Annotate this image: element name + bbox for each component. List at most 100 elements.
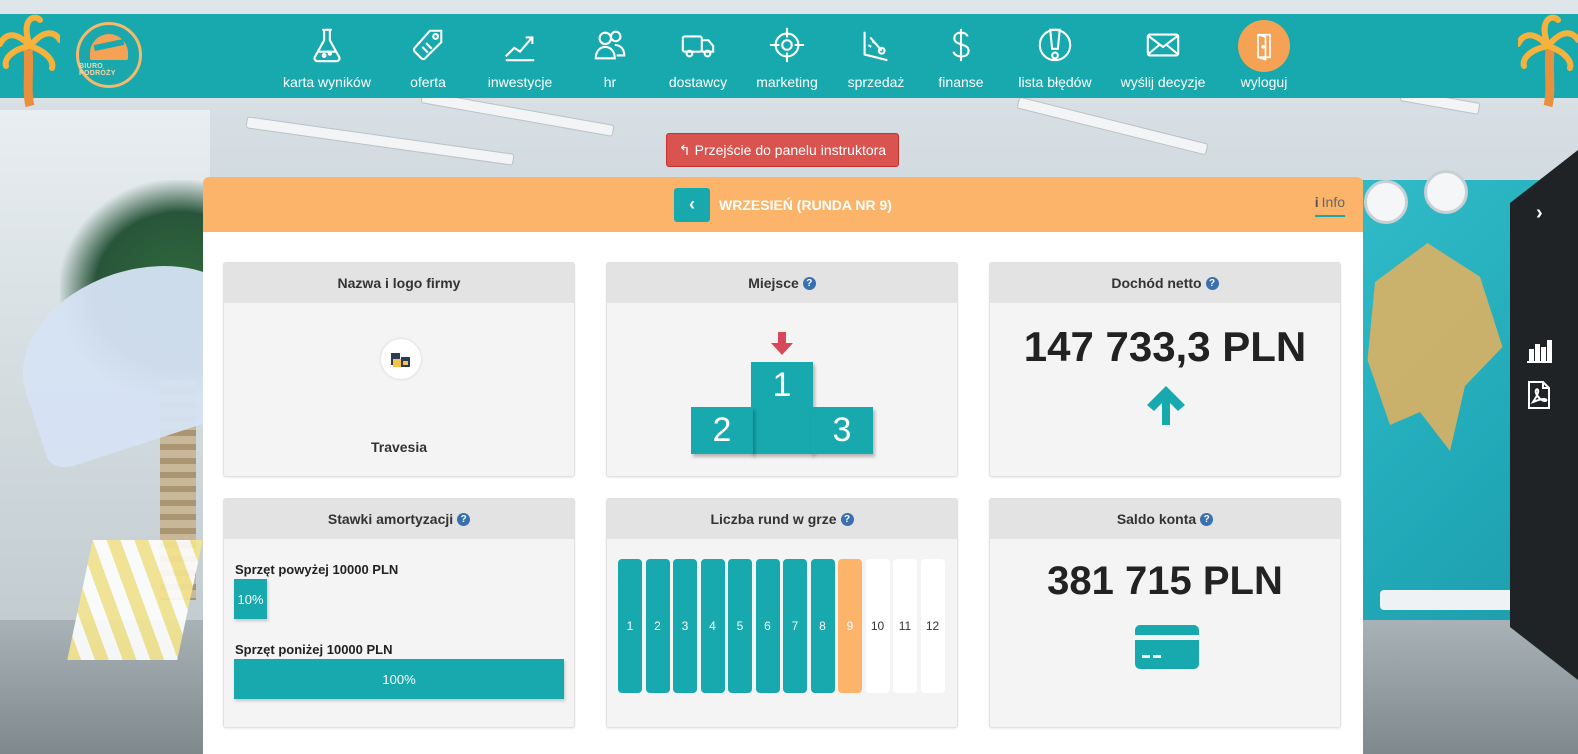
help-icon[interactable]: ? — [840, 512, 854, 526]
envelope-icon — [1146, 33, 1180, 57]
round-cell-7: 7 — [783, 559, 807, 693]
round-cell-2: 2 — [645, 559, 670, 693]
nav-item-oferta[interactable]: oferta — [382, 14, 474, 98]
depreciation-value: 10% — [237, 591, 264, 607]
nav-item-karta-wynikow[interactable]: karta wyników — [272, 14, 382, 98]
palm-tree-icon — [1518, 14, 1578, 108]
nav-item-hr[interactable]: hr — [566, 14, 654, 98]
podium-second-place: 2 — [691, 407, 753, 454]
card-title-text: Dochód netto — [1111, 275, 1202, 291]
round-cell-12: 12 — [920, 559, 945, 693]
instructor-panel-label: Przejście do panelu instruktora — [694, 142, 887, 158]
net-income-card: Dochód netto? 147 733,3 PLN — [989, 262, 1341, 477]
round-cell-4: 4 — [700, 559, 725, 693]
warning-icon — [1038, 28, 1072, 62]
bar-chart-icon[interactable] — [1524, 335, 1554, 365]
balance-card: Saldo konta? 381 715 PLN — [989, 498, 1341, 728]
credit-card-icon — [1135, 625, 1199, 669]
nav-label: wyloguj — [1240, 74, 1288, 90]
background-lamp — [1016, 96, 1209, 156]
background-lamp — [420, 91, 615, 137]
nav-item-finanse[interactable]: finanse — [920, 14, 1002, 98]
company-logo-icon — [391, 353, 410, 367]
instructor-panel-button[interactable]: ↰ Przejście do panelu instruktora — [666, 133, 899, 167]
nav-label: oferta — [410, 74, 446, 90]
help-icon[interactable]: ? — [457, 512, 471, 526]
truck-icon — [681, 35, 715, 58]
arrow-up-icon — [1147, 386, 1185, 425]
logout-icon-badge — [1238, 20, 1290, 72]
podium-third-place: 3 — [811, 407, 873, 454]
podium-label: 1 — [772, 366, 792, 404]
nav-label: wyślij decyzje — [1120, 74, 1206, 90]
card-title-text: Stawki amortyzacji — [327, 511, 454, 527]
logout-door-icon — [1257, 33, 1271, 61]
main-nav: karta wyników oferta inwestycje hr dosta… — [272, 14, 1310, 98]
background-clock — [1364, 180, 1408, 224]
top-navigation-bar: BIURO PODRÓŻY karta wyników oferta inwes… — [0, 14, 1578, 98]
card-title: Nazwa i logo firmy — [224, 263, 574, 303]
podium-label: 2 — [712, 411, 732, 449]
nav-item-wyslij-decyzje[interactable]: wyślij decyzje — [1108, 14, 1218, 98]
palm-tree-icon — [0, 14, 60, 108]
podium-label: 3 — [832, 411, 852, 449]
nav-item-dostawcy[interactable]: dostawcy — [654, 14, 742, 98]
depreciation-value: 100% — [382, 671, 416, 687]
card-title-text: Nazwa i logo firmy — [337, 275, 461, 291]
background-clock — [1424, 170, 1468, 214]
nav-item-lista-bledow[interactable]: lista błędów — [1002, 14, 1108, 98]
place-card: Miejsce? 1 2 3 — [606, 262, 958, 477]
card-title: Dochód netto? — [990, 263, 1340, 303]
card-title-text: Saldo konta — [1116, 511, 1197, 527]
help-icon[interactable]: ? — [1200, 512, 1214, 526]
nav-label: dostawcy — [668, 74, 728, 90]
nav-item-wyloguj[interactable]: wyloguj — [1218, 14, 1310, 98]
nav-item-sprzedaz[interactable]: sprzedaż — [832, 14, 920, 98]
round-cell-10: 10 — [865, 559, 890, 693]
balance-value: 381 715 PLN — [1047, 559, 1283, 603]
card-title-text: Miejsce — [748, 275, 799, 291]
nav-item-inwestycje[interactable]: inwestycje — [474, 14, 566, 98]
nav-label: sprzedaż — [847, 74, 905, 90]
nav-item-marketing[interactable]: marketing — [742, 14, 832, 98]
info-icon: i — [1314, 194, 1319, 210]
round-header: ‹ WRZESIEŃ (RUNDA NR 9) i Info — [203, 177, 1363, 232]
logo-text: BIURO PODRÓŻY — [79, 62, 116, 77]
nav-label: lista błędów — [1018, 74, 1092, 90]
company-card: Nazwa i logo firmy Travesia — [223, 262, 575, 477]
gauge-icon — [863, 31, 888, 62]
round-cell-11: 11 — [893, 559, 917, 693]
logo-sun-icon — [90, 33, 128, 60]
info-label: Info — [1321, 194, 1345, 210]
depreciation-row-label: Sprzęt powyżej 10000 PLN — [235, 562, 399, 577]
expand-panel-chevron-icon[interactable]: › — [1536, 202, 1543, 224]
depreciation-bar: 10% — [234, 579, 267, 619]
reply-arrow-icon: ↰ — [678, 141, 691, 158]
help-icon[interactable]: ? — [1205, 276, 1219, 290]
arrow-down-icon — [771, 332, 793, 355]
info-link[interactable]: i Info — [1314, 194, 1345, 217]
card-title: Liczba rund w grze? — [607, 499, 957, 539]
card-title: Stawki amortyzacji? — [224, 499, 574, 539]
previous-round-button[interactable]: ‹ — [674, 187, 711, 222]
depreciation-bar: 100% — [234, 659, 564, 699]
right-side-panel: › — [1510, 150, 1578, 680]
company-name: Travesia — [370, 439, 428, 455]
nav-label: inwestycje — [487, 74, 553, 90]
round-cell-3: 3 — [673, 559, 697, 693]
nav-label: hr — [603, 74, 617, 90]
net-income-value: 147 733,3 PLN — [1023, 323, 1307, 370]
round-title: WRZESIEŃ (RUNDA NR 9) — [719, 196, 892, 213]
round-cell-1: 1 — [618, 559, 642, 693]
podium-first-place: 1 — [751, 362, 813, 454]
help-icon[interactable]: ? — [802, 276, 816, 290]
round-cell-5: 5 — [728, 559, 752, 693]
growth-chart-icon — [505, 36, 535, 62]
rounds-card: Liczba rund w grze? 1 2 3 4 5 6 7 8 9 10 11 12 — [606, 498, 958, 728]
nav-label: finanse — [938, 74, 984, 90]
background-lamp — [245, 116, 515, 166]
nav-label: marketing — [756, 74, 818, 90]
pdf-file-icon[interactable] — [1524, 380, 1554, 410]
brand-logo[interactable]: BIURO PODRÓŻY — [76, 22, 142, 88]
round-cell-6: 6 — [755, 559, 780, 693]
